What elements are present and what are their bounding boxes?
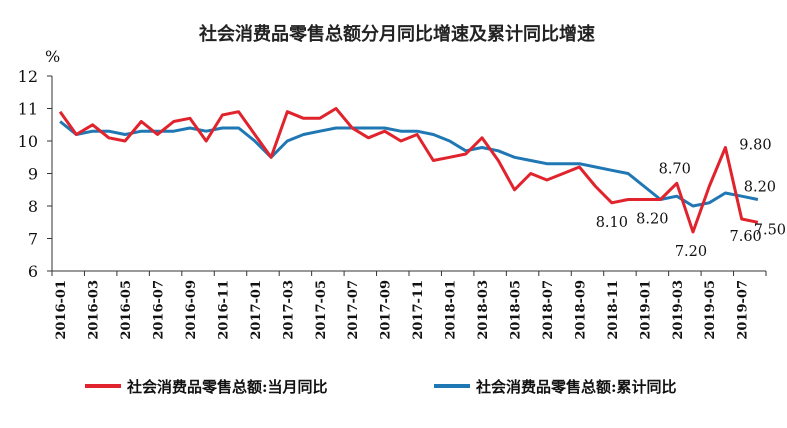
y-tick-label: 7 bbox=[28, 230, 38, 249]
chart-title: 社会消费品零售总额分月同比增速及累计同比增速 bbox=[199, 23, 595, 45]
x-tick-label: 2017-01 bbox=[249, 280, 264, 340]
y-tick-label: 10 bbox=[18, 132, 38, 151]
x-tick-label: 2016-01 bbox=[54, 280, 69, 340]
x-tick-label: 2016-03 bbox=[87, 280, 102, 340]
y-tick-label: 12 bbox=[18, 67, 38, 86]
y-axis-unit-label: % bbox=[45, 47, 60, 66]
data-label: 8.20 bbox=[744, 180, 776, 196]
legend-label-cumulative: 社会消费品零售总额:累计同比 bbox=[475, 378, 677, 396]
x-tick-label: 2017-11 bbox=[411, 280, 426, 340]
y-tick-label: 11 bbox=[18, 100, 38, 119]
x-tick-label: 2017-07 bbox=[346, 280, 361, 340]
x-tick-label: 2018-01 bbox=[444, 280, 459, 340]
data-labels: 8.10 8.20 8.70 7.20 9.80 7.607.50 8.20 bbox=[596, 138, 786, 261]
data-label: 8.70 bbox=[659, 161, 691, 177]
data-label: 8.10 bbox=[596, 215, 628, 231]
data-label: 8.20 bbox=[636, 212, 668, 228]
series-lines bbox=[58, 107, 759, 234]
y-tick-label: 6 bbox=[28, 262, 38, 281]
x-axis-ticks: 2016-01 2016-03 2016-05 2016-07 2016-09 2016-… bbox=[51, 271, 767, 340]
x-tick-label: 2016-09 bbox=[184, 280, 199, 340]
series-line-cumulative bbox=[59, 120, 759, 208]
x-tick-label: 2016-05 bbox=[119, 280, 134, 340]
data-label: 7.60 bbox=[730, 229, 762, 245]
x-tick-label: 2016-11 bbox=[216, 280, 231, 340]
x-tick-label: 2017-09 bbox=[379, 280, 394, 340]
x-tick-label: 2018-07 bbox=[541, 280, 556, 340]
y-axis-ticks: 6 7 8 9 10 11 12 bbox=[18, 67, 52, 281]
legend: 社会消费品零售总额:当月同比 社会消费品零售总额:累计同比 bbox=[85, 378, 677, 396]
x-tick-label: 2018-09 bbox=[573, 280, 588, 340]
x-tick-label: 2016-07 bbox=[151, 280, 166, 340]
x-tick-label: 2018-11 bbox=[606, 280, 621, 340]
data-label: 7.20 bbox=[675, 244, 707, 260]
x-tick-label: 2019-03 bbox=[671, 280, 686, 340]
x-tick-label: 2018-03 bbox=[476, 280, 491, 340]
x-tick-label: 2017-03 bbox=[281, 280, 296, 340]
data-label: 7.50 bbox=[754, 222, 786, 238]
x-tick-label: 2018-05 bbox=[508, 280, 523, 340]
x-tick-label: 2019-01 bbox=[638, 280, 653, 340]
x-tick-label: 2019-07 bbox=[736, 280, 751, 340]
y-tick-label: 8 bbox=[28, 197, 38, 216]
x-tick-label: 2017-05 bbox=[314, 280, 329, 340]
data-label: 9.80 bbox=[739, 138, 771, 154]
legend-label-monthly: 社会消费品零售总额:当月同比 bbox=[126, 378, 328, 396]
y-tick-label: 9 bbox=[28, 165, 38, 184]
series-line-monthly bbox=[58, 107, 759, 234]
x-tick-label: 2019-05 bbox=[703, 280, 718, 340]
